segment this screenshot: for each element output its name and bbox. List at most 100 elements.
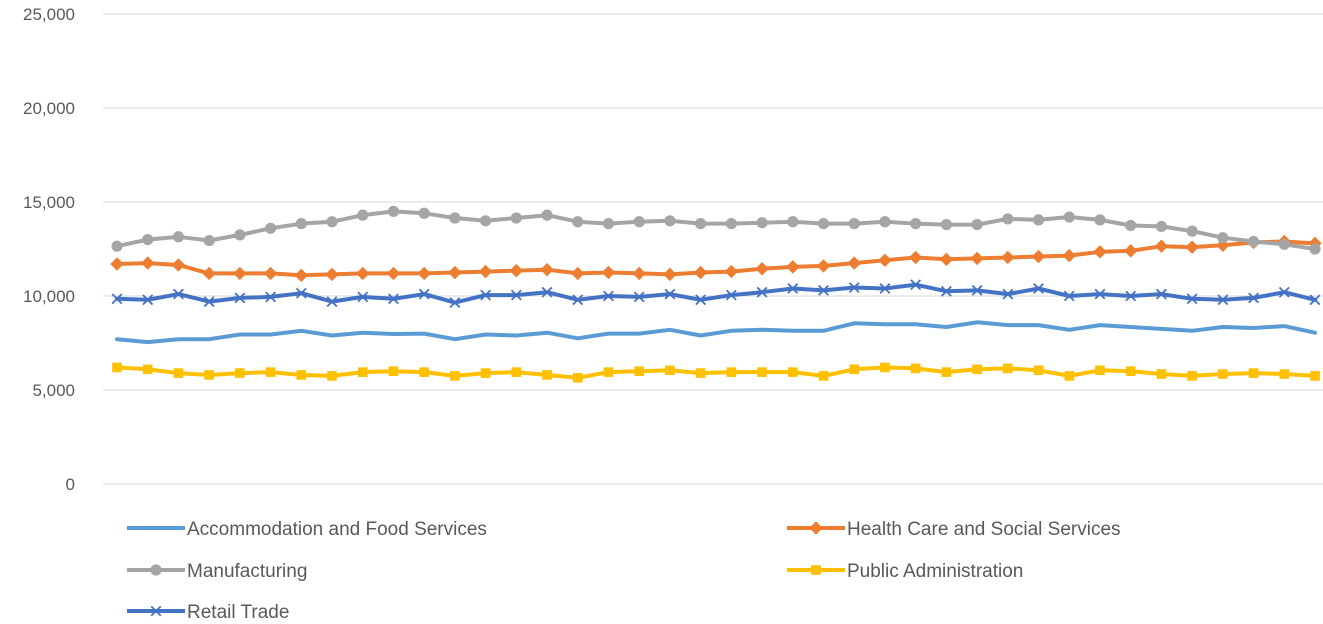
data-point: [112, 362, 122, 373]
data-point: [295, 218, 307, 230]
data-point: [1185, 240, 1199, 254]
series-retail-trade: [111, 279, 1321, 309]
legend-label: Accommodation and Food Services: [187, 519, 487, 540]
legend-item: Retail Trade: [127, 602, 289, 623]
data-point: [510, 212, 522, 224]
legend-label: Retail Trade: [187, 602, 289, 623]
data-point: [511, 367, 522, 377]
data-point: [1063, 290, 1075, 302]
data-point: [1001, 250, 1015, 265]
series-line: [115, 320, 1317, 345]
data-point: [786, 260, 800, 274]
data-point: [233, 266, 247, 281]
data-point: [910, 363, 921, 374]
legend-label: Health Care and Social Services: [847, 519, 1121, 540]
series-accommodation-and-food-services: [115, 320, 1317, 345]
data-point: [294, 268, 309, 283]
data-point: [695, 218, 707, 230]
data-point: [603, 290, 614, 302]
data-point: [1094, 288, 1106, 300]
data-point: [1032, 214, 1045, 226]
data-point: [172, 231, 185, 243]
data-point: [940, 218, 952, 231]
data-point: [1156, 369, 1167, 379]
data-point: [1218, 369, 1228, 379]
y-tick-label: 10,000: [23, 287, 75, 306]
y-tick-label: 20,000: [23, 99, 75, 118]
data-point: [450, 371, 460, 381]
data-point: [1003, 363, 1013, 374]
data-point: [879, 216, 891, 228]
data-point: [572, 372, 583, 383]
data-point: [695, 294, 707, 306]
data-point: [326, 216, 338, 228]
data-point: [603, 367, 614, 377]
data-point: [480, 289, 492, 301]
data-point: [665, 365, 675, 376]
data-point: [1309, 243, 1321, 255]
y-tick-label: 0: [66, 475, 75, 494]
data-point: [141, 256, 155, 270]
data-point: [1062, 248, 1076, 263]
data-point: [142, 364, 153, 375]
data-point: [1002, 213, 1014, 225]
data-point: [572, 294, 584, 306]
data-point: [203, 296, 215, 308]
data-point: [386, 266, 401, 281]
series-manufacturing: [111, 205, 1321, 255]
data-point: [878, 253, 892, 267]
data-point: [1154, 239, 1169, 253]
legend: Accommodation and Food Services Health Ca…: [127, 519, 1121, 623]
data-point: [265, 291, 277, 303]
data-point: [510, 289, 522, 301]
data-point: [809, 521, 823, 535]
data-point: [1125, 366, 1136, 376]
data-point: [509, 263, 524, 278]
data-point: [263, 266, 278, 281]
data-point: [941, 367, 952, 377]
data-point: [1248, 292, 1260, 304]
data-point: [818, 371, 829, 381]
data-point: [632, 266, 646, 281]
data-point: [880, 362, 890, 373]
data-point: [357, 291, 369, 303]
data-point: [971, 218, 983, 231]
data-point: [1155, 288, 1167, 300]
data-point: [910, 279, 922, 291]
data-point: [972, 364, 982, 375]
data-point: [542, 370, 552, 380]
data-point: [110, 257, 124, 271]
data-point: [910, 218, 922, 230]
data-point: [480, 368, 491, 378]
data-point: [1002, 288, 1014, 300]
data-point: [787, 216, 799, 228]
data-point: [265, 367, 276, 377]
series-line: [115, 239, 1317, 278]
data-point: [357, 209, 369, 221]
data-point: [202, 266, 216, 281]
data-point: [633, 291, 645, 303]
data-point: [357, 367, 368, 377]
data-point: [388, 366, 399, 376]
data-point: [1063, 211, 1075, 223]
data-point: [1278, 238, 1290, 250]
data-point: [940, 285, 952, 297]
data-point: [1310, 371, 1320, 381]
data-point: [1217, 294, 1229, 306]
data-point: [541, 286, 553, 298]
data-point: [726, 367, 737, 377]
data-point: [264, 222, 277, 234]
data-point: [818, 284, 829, 296]
data-point: [817, 218, 830, 230]
legend-item: Health Care and Social Services: [787, 519, 1121, 540]
data-point: [879, 283, 891, 294]
y-tick-label: 25,000: [23, 5, 75, 24]
data-point: [693, 265, 708, 280]
data-point: [663, 267, 677, 282]
data-point: [756, 286, 768, 298]
data-point: [478, 264, 493, 279]
data-point: [142, 234, 154, 246]
data-point: [1155, 220, 1168, 233]
data-point: [601, 265, 616, 280]
